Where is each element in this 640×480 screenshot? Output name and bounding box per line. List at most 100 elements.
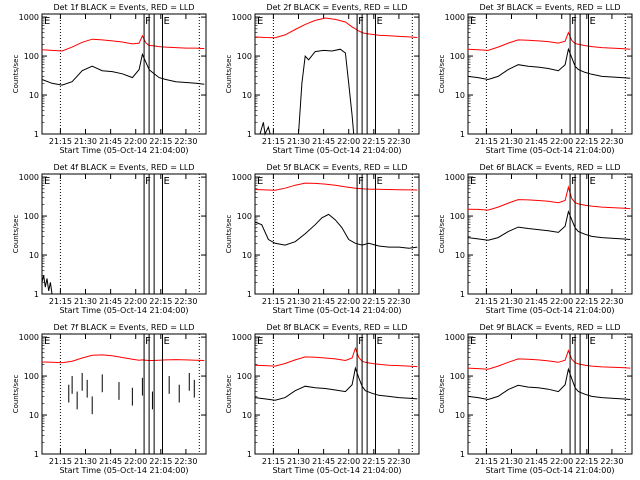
y-tick-label: 1	[247, 130, 252, 139]
flag-e-left: E	[44, 16, 50, 27]
x-tick-label: 22:30	[600, 297, 623, 306]
chart-title: Det 7f BLACK = Events, RED = LLD	[53, 323, 194, 332]
x-tick-label: 21:45	[525, 457, 548, 466]
x-tick-label: 22:15	[362, 297, 385, 306]
x-tick-label: 22:30	[600, 457, 623, 466]
x-tick-label: 22:15	[575, 297, 598, 306]
x-axis-label: Start Time (05-Oct-14 21:04:00)	[485, 466, 614, 475]
x-tick-label: 22:30	[387, 457, 410, 466]
y-tick-label: 10	[455, 91, 465, 100]
flag-e: E	[589, 176, 595, 187]
y-tick-label: 100	[24, 52, 39, 61]
x-tick-label: 21:15	[49, 137, 72, 146]
series-events	[467, 367, 631, 401]
y-tick-label: 1000	[232, 13, 252, 22]
flag-e: E	[376, 336, 382, 347]
y-tick-label: 1	[34, 130, 39, 139]
x-tick-label: 22:30	[174, 297, 197, 306]
x-axis-label: Start Time (05-Oct-14 21:04:00)	[272, 466, 401, 475]
y-tick-label: 1000	[232, 333, 252, 342]
x-tick-label: 21:30	[500, 297, 523, 306]
x-tick-label: 22:15	[362, 457, 385, 466]
x-tick-label: 21:45	[99, 457, 122, 466]
y-tick-label: 100	[450, 52, 465, 61]
y-tick-label: 10	[29, 91, 39, 100]
y-axis-label: Counts/sec	[438, 215, 446, 254]
y-tick-label: 10	[242, 91, 252, 100]
x-axis-label: Start Time (05-Oct-14 21:04:00)	[59, 466, 188, 475]
flag-e-left: E	[470, 16, 476, 27]
x-tick-label: 21:45	[99, 297, 122, 306]
x-tick-label: 22:00	[337, 457, 360, 466]
x-tick-label: 21:45	[312, 297, 335, 306]
y-tick-label: 100	[24, 372, 39, 381]
chart-panel-1: Det 1f BLACK = Events, RED = LLD 1 10 100 10…	[12, 3, 207, 155]
flag-e-left: E	[257, 176, 263, 187]
flag-f: F	[145, 336, 151, 347]
x-tick-label: 21:30	[287, 297, 310, 306]
x-tick-label: 22:00	[550, 297, 573, 306]
chart-title: Det 4f BLACK = Events, RED = LLD	[53, 163, 194, 172]
x-axis-label: Start Time (05-Oct-14 21:04:00)	[485, 146, 614, 155]
flag-f: F	[358, 336, 364, 347]
x-tick-label: 21:15	[49, 457, 72, 466]
y-tick-label: 1000	[232, 173, 252, 182]
x-tick-label: 21:15	[262, 457, 285, 466]
y-tick-label: 1	[34, 290, 39, 299]
flag-e: E	[376, 16, 382, 27]
x-tick-label: 21:15	[262, 297, 285, 306]
series-lld	[41, 34, 205, 52]
y-tick-label: 1	[460, 290, 465, 299]
flag-e: E	[163, 336, 169, 347]
chart-panel-9: Det 9f BLACK = Events, RED = LLD 1 10 100 10…	[438, 323, 633, 475]
x-axis-label: Start Time (05-Oct-14 21:04:00)	[59, 306, 188, 315]
x-tick-label: 22:15	[575, 457, 598, 466]
y-tick-label: 1	[460, 450, 465, 459]
y-tick-label: 1	[247, 290, 252, 299]
x-tick-label: 21:15	[475, 457, 498, 466]
x-axis-label: Start Time (05-Oct-14 21:04:00)	[272, 146, 401, 155]
flag-e-left: E	[44, 336, 50, 347]
plot-frame	[467, 13, 633, 135]
x-tick-label: 21:45	[312, 457, 335, 466]
y-axis-label: Counts/sec	[438, 375, 446, 414]
flag-f: F	[571, 16, 577, 27]
chart-panel-7: Det 7f BLACK = Events, RED = LLD 1 10 100 10…	[12, 323, 207, 475]
chart-panel-5: Det 5f BLACK = Events, RED = LLD 1 10 100 10…	[225, 163, 420, 315]
x-tick-label: 22:00	[124, 457, 147, 466]
flag-e: E	[376, 176, 382, 187]
chart-panel-3: Det 3f BLACK = Events, RED = LLD 1 10 100 10…	[438, 3, 633, 155]
x-tick-label: 22:15	[575, 137, 598, 146]
flag-f: F	[571, 176, 577, 187]
x-tick-label: 21:45	[525, 297, 548, 306]
y-tick-label: 1000	[445, 173, 465, 182]
y-axis-label: Counts/sec	[225, 55, 233, 94]
y-tick-label: 1000	[19, 173, 39, 182]
x-tick-label: 22:15	[149, 137, 172, 146]
x-tick-label: 22:15	[362, 137, 385, 146]
chart-panel-8: Det 8f BLACK = Events, RED = LLD 1 10 100 10…	[225, 323, 420, 475]
plot-frame	[254, 13, 420, 135]
series-events	[467, 209, 631, 241]
plot-frame	[41, 333, 207, 455]
x-tick-label: 21:15	[475, 137, 498, 146]
plot-frame	[41, 13, 207, 135]
series-events	[467, 47, 631, 81]
y-tick-label: 100	[237, 212, 252, 221]
x-tick-label: 21:45	[525, 137, 548, 146]
chart-title: Det 2f BLACK = Events, RED = LLD	[266, 3, 407, 12]
y-tick-label: 100	[450, 372, 465, 381]
chart-panel-4: Det 4f BLACK = Events, RED = LLD 1 10 100 10…	[12, 163, 207, 315]
chart-panel-2: Det 2f BLACK = Events, RED = LLD 1 10 100 10…	[225, 3, 420, 155]
chart-title: Det 8f BLACK = Events, RED = LLD	[266, 323, 407, 332]
y-tick-label: 1	[460, 130, 465, 139]
x-tick-label: 22:00	[337, 137, 360, 146]
x-tick-label: 21:30	[500, 137, 523, 146]
flag-f: F	[358, 16, 364, 27]
x-tick-label: 21:30	[74, 457, 97, 466]
chart-title: Det 1f BLACK = Events, RED = LLD	[53, 3, 194, 12]
y-tick-label: 1000	[19, 333, 39, 342]
y-tick-label: 10	[29, 411, 39, 420]
x-tick-label: 22:15	[149, 297, 172, 306]
x-tick-label: 22:00	[124, 297, 147, 306]
